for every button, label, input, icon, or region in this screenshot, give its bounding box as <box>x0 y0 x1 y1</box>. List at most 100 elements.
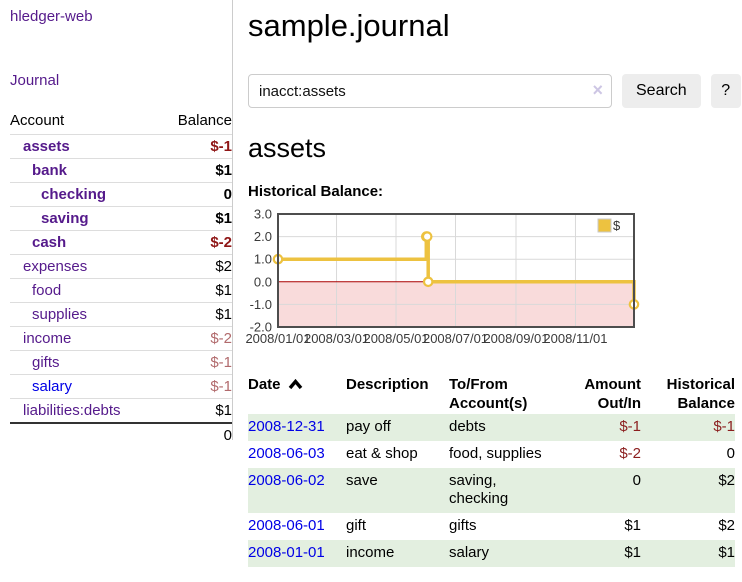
account-cell: income <box>10 326 159 351</box>
sidebar-account-link-gifts[interactable]: gifts <box>32 354 60 371</box>
account-balance: 0 <box>158 182 232 207</box>
sidebar-account-link-liabilities-debts[interactable]: liabilities:debts <box>23 402 121 419</box>
search-button[interactable]: Search <box>622 74 701 108</box>
register-date-link[interactable]: 2008-12-31 <box>248 418 325 435</box>
sidebar-account-link-supplies[interactable]: supplies <box>32 306 88 323</box>
register-balance: $2 <box>718 472 735 489</box>
register-tofrom: salary <box>449 544 490 561</box>
register-date-link[interactable]: 2008-06-01 <box>248 517 325 534</box>
chart-y-tick-label: 2.0 <box>254 229 272 244</box>
chart-y-tick-label: 3.0 <box>254 207 272 222</box>
sidebar-account-link-checking[interactable]: checking <box>41 186 107 203</box>
sidebar-account-link-salary[interactable]: salary <box>32 378 73 395</box>
register-date-cell: 2008-06-02 <box>248 468 346 513</box>
register-description: eat & shop <box>346 445 418 462</box>
account-heading: assets <box>248 133 327 163</box>
account-row: salary $-1 <box>10 374 232 399</box>
account-row: gifts $-1 <box>10 350 232 375</box>
sidebar-account-link-bank[interactable]: bank <box>32 162 68 179</box>
chart-x-tick-label: 2008/11/01 <box>543 331 607 346</box>
register-date-cell: 2008-12-31 <box>248 414 346 441</box>
register-header-balance: Historical Balance <box>666 376 735 412</box>
account-balance: $1 <box>158 278 232 303</box>
account-balance: $-1 <box>158 374 232 399</box>
search-field-wrap: × <box>248 74 612 108</box>
account-cell: bank <box>10 158 159 183</box>
account-balance: $1 <box>158 398 232 423</box>
register-description: pay off <box>346 418 391 435</box>
account-row: expenses $2 <box>10 254 232 279</box>
account-row: liabilities:debts $1 <box>10 398 232 423</box>
sidebar: hledger-web Journal Account Balance asse… <box>0 0 233 447</box>
chart-x-tick-label: 2008/01/01 <box>245 331 310 346</box>
account-row: bank $1 <box>10 158 232 183</box>
register-date-cell: 2008-01-01 <box>248 540 346 567</box>
register-tofrom: gifts <box>449 517 477 534</box>
register-row: 2008-01-01 income salary $1 $1 <box>248 540 735 567</box>
account-row: saving $1 <box>10 206 232 231</box>
search-input[interactable] <box>248 74 612 108</box>
account-cell: expenses <box>10 254 159 279</box>
chart-border <box>277 213 635 328</box>
chart-point <box>421 231 433 242</box>
register-amount: $-1 <box>619 418 641 435</box>
main-content: sample.journal × Search ? assets Histori… <box>233 0 742 567</box>
sidebar-account-link-expenses[interactable]: expenses <box>23 258 88 275</box>
accounts-total-row: 0 <box>10 422 232 447</box>
account-cell: food <box>10 278 159 303</box>
sidebar-account-link-saving[interactable]: saving <box>41 210 89 227</box>
app-title: hledger-web <box>10 8 232 25</box>
chart-x-tick-label: 2008/05/01 <box>363 331 428 346</box>
register-row: 2008-06-03 eat & shop food, supplies $-2 0 <box>248 441 735 468</box>
register-date-link[interactable]: 2008-06-02 <box>248 472 325 489</box>
register-header-row: Date Description To/From Account(s) Amou… <box>248 374 735 414</box>
account-balance: $2 <box>158 254 232 279</box>
chart-x-tick-label: 2008/09/01 <box>483 331 548 346</box>
chart-x-tick-label: 2008/03/01 <box>304 331 369 346</box>
account-cell: cash <box>10 230 159 255</box>
account-cell: salary <box>10 374 159 399</box>
help-button[interactable]: ? <box>710 74 741 108</box>
sidebar-item-journal[interactable]: Journal <box>10 72 60 89</box>
chart-point <box>422 276 434 288</box>
app: hledger-web Journal Account Balance asse… <box>0 0 742 567</box>
clear-search-icon[interactable]: × <box>592 80 603 100</box>
accounts-total-spacer <box>10 422 159 447</box>
sidebar-account-link-food[interactable]: food <box>32 282 62 299</box>
register-header-date-label: Date <box>248 376 281 393</box>
app-title-link[interactable]: hledger-web <box>10 8 93 25</box>
register-date-cell: 2008-06-01 <box>248 513 346 540</box>
chart-y-tick-label: -2.0 <box>250 320 272 335</box>
account-row: cash $-2 <box>10 230 232 255</box>
register-header-date: Date <box>248 374 346 414</box>
register-date-link[interactable]: 2008-06-03 <box>248 445 325 462</box>
account-row: income $-2 <box>10 326 232 351</box>
page-title: sample.journal <box>248 8 450 43</box>
account-balance: $-2 <box>158 230 232 255</box>
account-cell: gifts <box>10 350 159 375</box>
account-cell: checking <box>10 182 159 207</box>
account-row: assets $-1 <box>10 134 232 159</box>
register-balance: 0 <box>726 445 735 462</box>
account-cell: saving <box>10 206 159 231</box>
account-balance: $1 <box>158 158 232 183</box>
sidebar-account-link-cash[interactable]: cash <box>32 234 67 251</box>
register-description: income <box>346 544 395 561</box>
historical-balance-chart[interactable]: $3.0 2.0 1.0 0.0 -1.0 -2.0 2008/01/01 2008/03/0… <box>240 207 741 353</box>
chart-x-tick-label: 2008/07/01 <box>423 331 488 346</box>
account-balance: $-1 <box>158 134 232 159</box>
account-balance: $1 <box>158 206 232 231</box>
register-header-description: Description <box>346 376 429 393</box>
sidebar-account-link-income[interactable]: income <box>23 330 72 347</box>
register-amount: 0 <box>632 472 641 489</box>
search-bar: × Search ? <box>248 74 741 108</box>
account-balance: $1 <box>158 302 232 327</box>
register-row: 2008-12-31 pay off debts $-1 $-1 <box>248 414 735 441</box>
register-row: 2008-06-01 gift gifts $1 $2 <box>248 513 735 540</box>
register-date-link[interactable]: 2008-01-01 <box>248 544 325 561</box>
sidebar-account-link-assets[interactable]: assets <box>23 138 70 155</box>
register-amount: $1 <box>624 544 641 561</box>
account-balance: $-1 <box>158 350 232 375</box>
sidebar-nav: Journal <box>10 72 232 89</box>
accounts-total-balance: 0 <box>158 422 232 447</box>
